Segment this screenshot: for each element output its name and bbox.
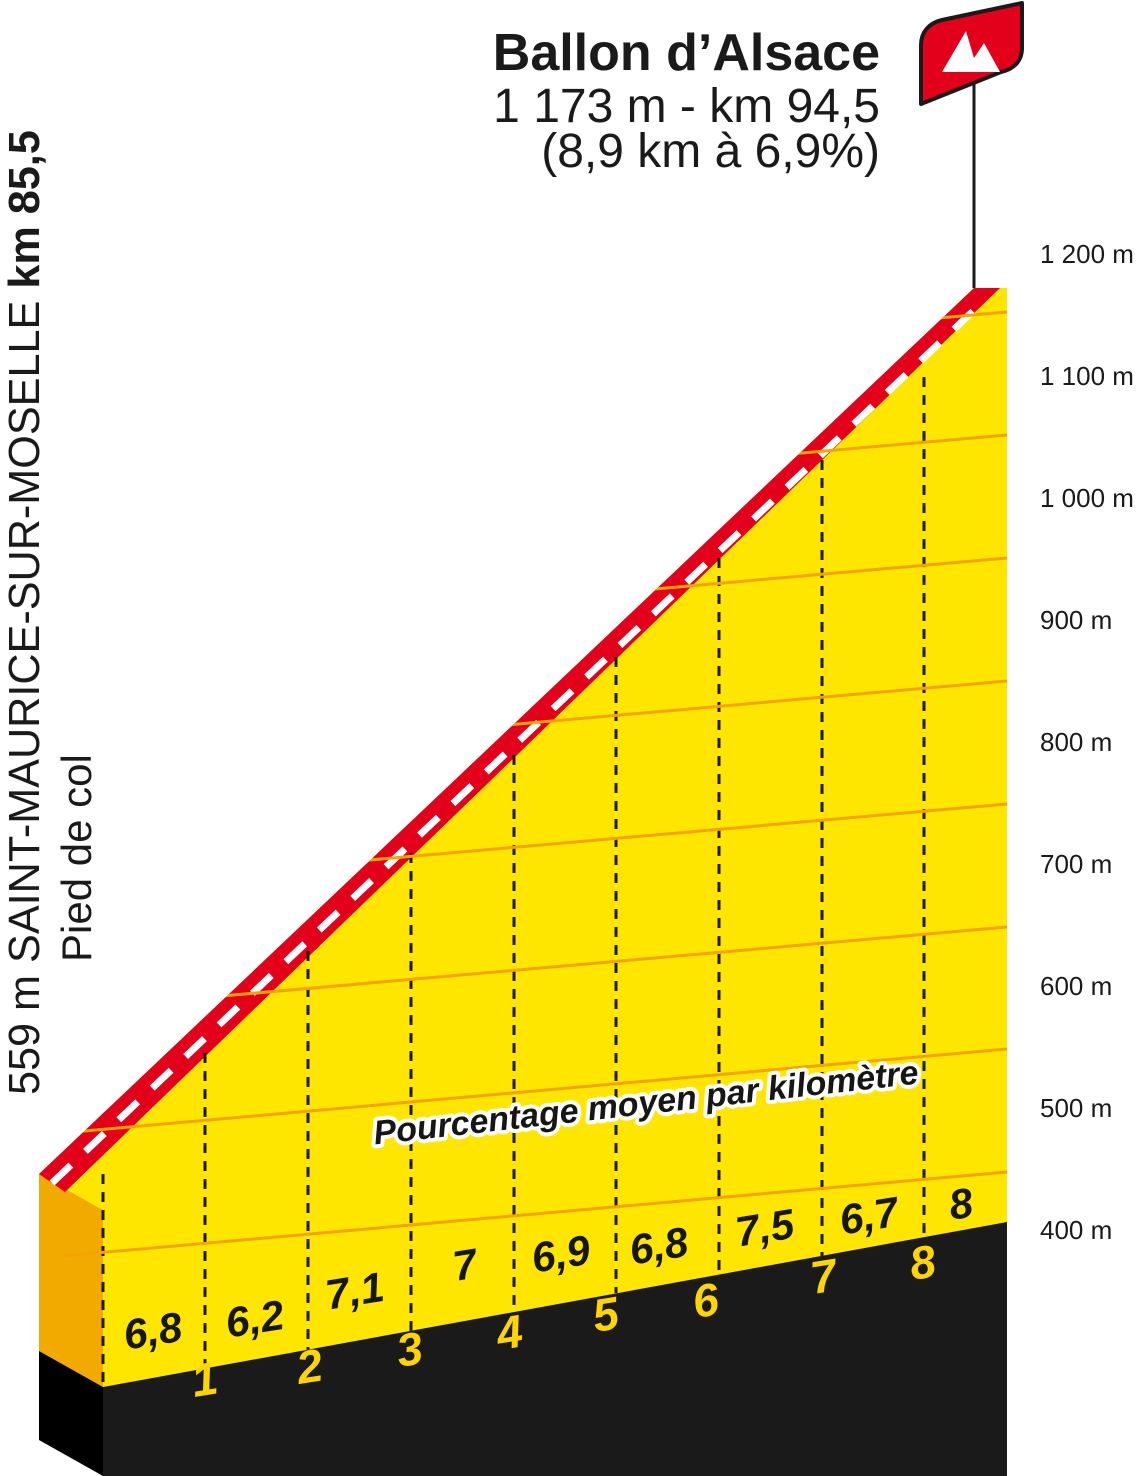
svg-text:900 m: 900 m <box>1040 605 1112 635</box>
svg-text:1 000 m: 1 000 m <box>1040 483 1134 513</box>
svg-text:6,7: 6,7 <box>836 1188 903 1244</box>
svg-text:700 m: 700 m <box>1040 849 1112 879</box>
svg-text:7,1: 7,1 <box>322 1263 387 1319</box>
svg-text:(8,9 km à 6,9%): (8,9 km à 6,9%) <box>541 125 880 178</box>
svg-text:6,8: 6,8 <box>120 1303 186 1359</box>
svg-text:600 m: 600 m <box>1040 971 1112 1001</box>
svg-text:7,5: 7,5 <box>732 1200 798 1256</box>
svg-text:500 m: 500 m <box>1040 1093 1112 1123</box>
svg-text:1 100 m: 1 100 m <box>1040 361 1134 391</box>
svg-text:Pied de col: Pied de col <box>53 754 100 962</box>
svg-text:6,2: 6,2 <box>222 1291 287 1347</box>
svg-text:6,8: 6,8 <box>626 1218 692 1274</box>
svg-text:1 200 m: 1 200 m <box>1040 239 1134 269</box>
svg-text:400 m: 400 m <box>1040 1215 1112 1245</box>
svg-text:Ballon d’Alsace: Ballon d’Alsace <box>493 24 880 82</box>
svg-text:559 m SAINT-MAURICE-SUR-MOSELL: 559 m SAINT-MAURICE-SUR-MOSELLE km 85,5 <box>1 130 49 1095</box>
svg-text:800 m: 800 m <box>1040 727 1112 757</box>
svg-text:6,9: 6,9 <box>528 1226 594 1282</box>
